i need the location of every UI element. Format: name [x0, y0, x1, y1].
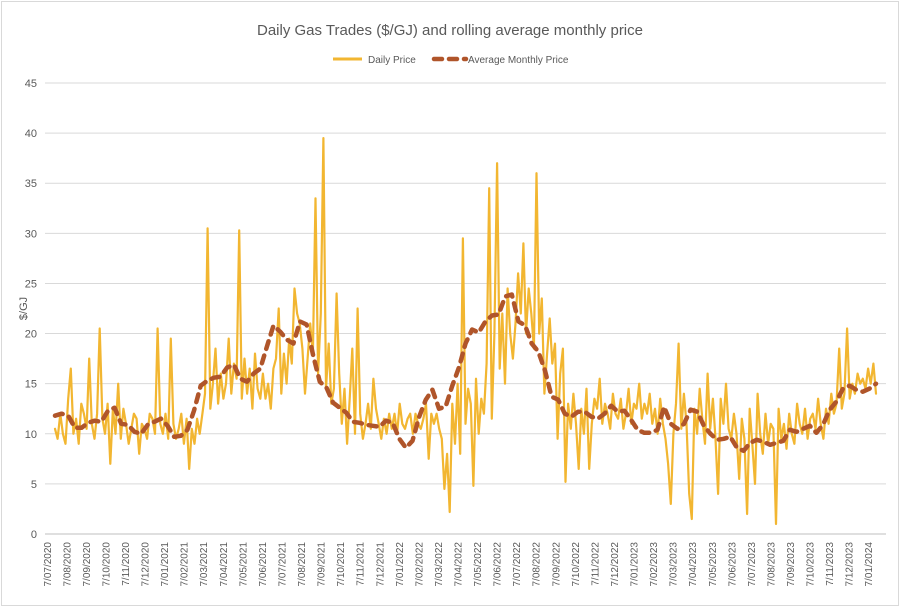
x-tick-label: 7/02/2022: [414, 542, 425, 587]
x-tick-label: 7/02/2021: [180, 542, 191, 587]
y-tick-label: 10: [25, 429, 37, 441]
x-tick-label: 7/10/2020: [101, 542, 112, 587]
series-line-daily-price: [53, 137, 878, 526]
series-group: [52, 137, 879, 526]
x-tick-label: 7/07/2022: [512, 542, 523, 587]
x-tick-label: 7/01/2024: [864, 542, 875, 587]
y-tick-label: 20: [25, 329, 37, 341]
x-tick-label: 7/11/2022: [590, 542, 601, 586]
x-tick-label: 7/06/2023: [727, 542, 738, 587]
x-tick-label: 7/06/2021: [258, 542, 269, 587]
legend-average-label: Average Monthly Price: [468, 55, 569, 66]
x-tick-label: 7/12/2022: [610, 542, 621, 587]
y-tick-label: 25: [25, 278, 37, 290]
x-tick-label: 7/07/2021: [277, 542, 288, 587]
x-tick-label: 7/08/2022: [532, 542, 543, 587]
x-tick-label: 7/11/2020: [121, 542, 132, 586]
x-tick-label: 7/03/2023: [669, 542, 680, 587]
x-tick-label: 7/09/2023: [786, 542, 797, 587]
x-tick-label: 7/11/2021: [356, 542, 367, 586]
series-line-average-monthly-price: [52, 292, 879, 454]
x-tick-label: 7/03/2022: [434, 542, 445, 587]
y-axis-ticks: 0 5 10 15 20 25 30 35 40 45: [25, 78, 37, 541]
x-tick-label: 7/05/2022: [473, 542, 484, 587]
x-tick-label: 7/08/2020: [62, 542, 73, 587]
y-tick-label: 5: [31, 479, 37, 491]
x-tick-label: 7/04/2021: [219, 542, 230, 587]
y-tick-label: 30: [25, 228, 37, 240]
y-tick-label: 45: [25, 78, 37, 90]
x-tick-label: 7/07/2020: [43, 542, 54, 587]
y-tick-label: 35: [25, 178, 37, 190]
x-tick-label: 7/05/2021: [238, 542, 249, 587]
x-axis-ticks: 7/07/2020 7/08/2020 7/09/2020 7/10/2020 7/11…: [43, 542, 875, 587]
x-tick-label: 7/01/2022: [395, 542, 406, 587]
y-tick-label: 15: [25, 379, 37, 391]
x-tick-label: 7/04/2023: [688, 542, 699, 587]
x-tick-label: 7/01/2023: [630, 542, 641, 587]
x-tick-label: 7/10/2023: [806, 542, 817, 587]
x-tick-label: 7/08/2021: [297, 542, 308, 587]
y-tick-label: 0: [31, 529, 37, 541]
x-tick-label: 7/12/2020: [141, 542, 152, 587]
x-tick-label: 7/12/2021: [375, 542, 386, 587]
gridlines: [45, 82, 886, 535]
x-tick-label: 7/09/2020: [82, 542, 93, 587]
x-tick-label: 7/11/2023: [825, 542, 836, 586]
chart-title: Daily Gas Trades ($/GJ) and rolling aver…: [256, 22, 643, 39]
x-tick-label: 7/02/2023: [649, 542, 660, 587]
x-tick-label: 7/09/2021: [317, 542, 328, 587]
x-tick-label: 7/10/2021: [336, 542, 347, 587]
legend: Daily Price Average Monthly Price: [333, 55, 569, 66]
legend-daily-label: Daily Price: [368, 55, 416, 66]
x-tick-label: 7/05/2023: [708, 542, 719, 587]
y-axis-label: $/GJ: [18, 297, 30, 320]
x-tick-label: 7/04/2022: [454, 542, 465, 587]
y-tick-label: 40: [25, 128, 37, 140]
x-tick-label: 7/03/2021: [199, 542, 210, 587]
x-tick-label: 7/10/2022: [571, 542, 582, 587]
x-tick-label: 7/07/2023: [747, 542, 758, 587]
x-tick-label: 7/06/2022: [493, 542, 504, 587]
x-tick-label: 7/09/2022: [551, 542, 562, 587]
x-tick-label: 7/01/2021: [160, 542, 171, 587]
x-tick-label: 7/08/2023: [766, 542, 777, 587]
x-tick-label: 7/12/2023: [845, 542, 856, 587]
